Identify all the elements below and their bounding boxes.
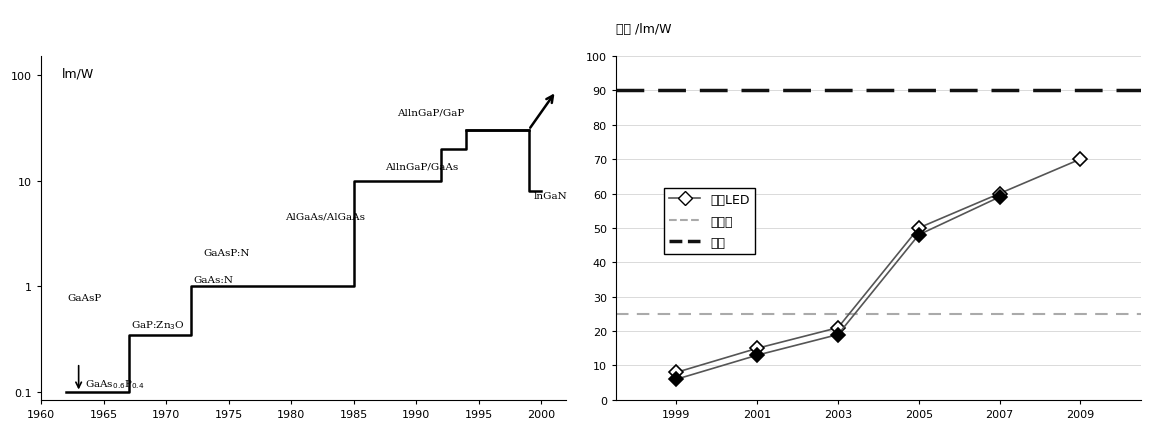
Text: 效率 /lm/W: 效率 /lm/W — [616, 23, 672, 36]
Text: AllnGaP/GaAs: AllnGaP/GaAs — [385, 162, 458, 171]
Text: AllnGaP/GaP: AllnGaP/GaP — [397, 108, 464, 117]
Text: GaP:Zn$_3$O: GaP:Zn$_3$O — [131, 319, 185, 331]
Text: GaAs$_{0.6}$P$_{0.4}$: GaAs$_{0.6}$P$_{0.4}$ — [85, 378, 144, 390]
Text: AlGaAs/AlGaAs: AlGaAs/AlGaAs — [285, 212, 365, 221]
Legend: 白色LED, 卤素灯, 氟灯: 白色LED, 卤素灯, 氟灯 — [665, 188, 755, 255]
Text: lm/W: lm/W — [62, 67, 94, 80]
Text: lnGaN: lnGaN — [533, 192, 568, 201]
Text: GaAs:N: GaAs:N — [194, 276, 234, 285]
Text: GaAsP: GaAsP — [67, 293, 101, 302]
Text: GaAsP:N: GaAsP:N — [204, 249, 250, 257]
